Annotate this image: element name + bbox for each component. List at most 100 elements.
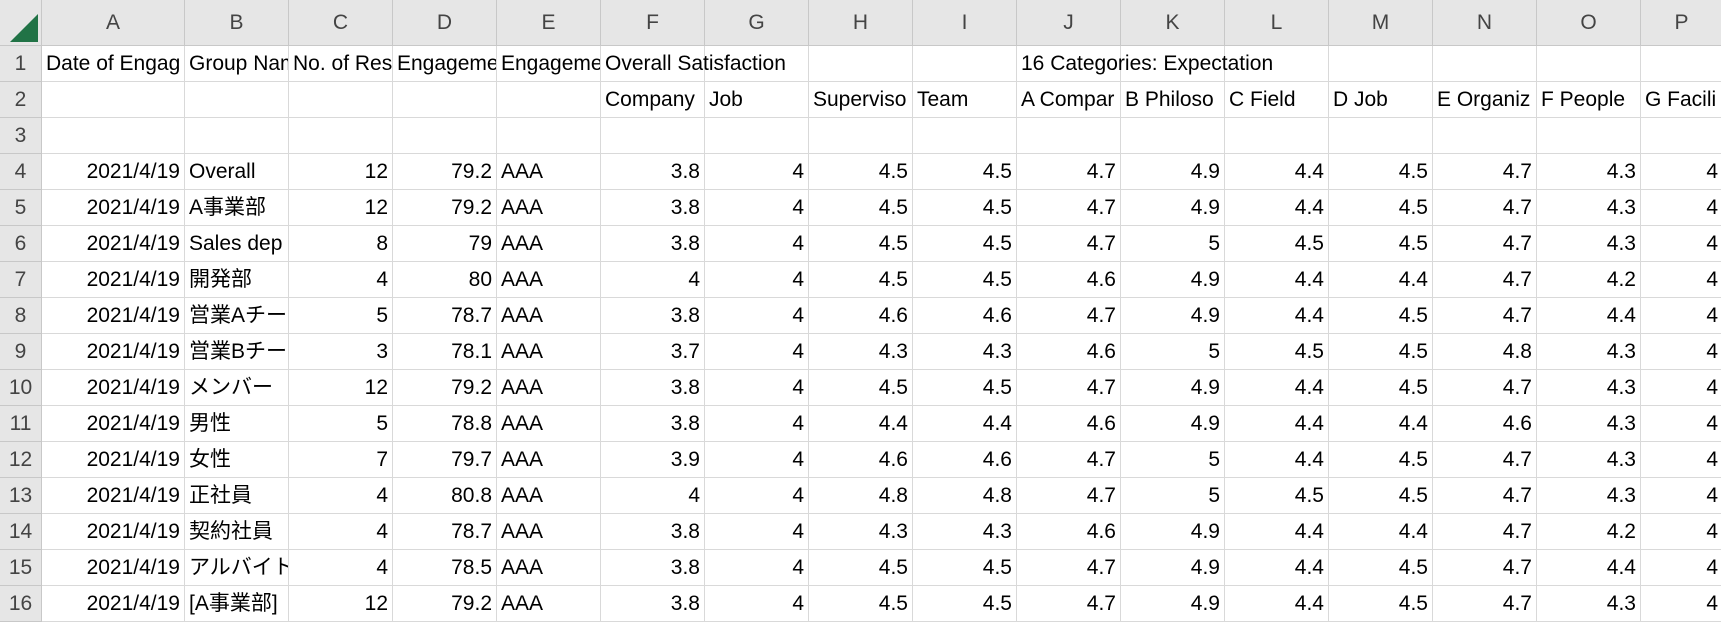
cell[interactable]: 3.8 [601,226,705,262]
cell[interactable]: 4 [289,478,393,514]
cell[interactable]: 4.4 [1225,514,1329,550]
cell[interactable]: 4.6 [913,298,1017,334]
cell[interactable]: 4.4 [1225,154,1329,190]
cell[interactable]: 正社員 [185,478,289,514]
cell[interactable]: AAA [497,586,601,622]
cell[interactable] [1225,46,1329,82]
cell[interactable]: 80.8 [393,478,497,514]
cell[interactable]: 4 [289,550,393,586]
cell[interactable]: 4 [1641,550,1721,586]
cell[interactable] [289,118,393,154]
cell[interactable]: [A事業部] [185,586,289,622]
cell[interactable]: 4.5 [913,586,1017,622]
cell[interactable] [1641,46,1721,82]
cell[interactable] [1433,46,1537,82]
cell[interactable]: 4.9 [1121,406,1225,442]
column-header[interactable]: G [705,0,809,46]
cell[interactable] [185,118,289,154]
cell[interactable]: 4.7 [1433,514,1537,550]
row-header[interactable]: 4 [0,154,42,190]
cell[interactable]: 4 [1641,334,1721,370]
row-header[interactable]: 11 [0,406,42,442]
cell[interactable]: 4.8 [809,478,913,514]
cell[interactable]: AAA [497,442,601,478]
row-header[interactable]: 10 [0,370,42,406]
cell[interactable]: 4 [705,478,809,514]
cell[interactable]: 80 [393,262,497,298]
cell[interactable]: 4.4 [1225,190,1329,226]
cell[interactable]: 2021/4/19 [42,586,185,622]
cell[interactable]: AAA [497,298,601,334]
cell[interactable]: 4.4 [1225,406,1329,442]
cell[interactable]: 78.5 [393,550,497,586]
cell[interactable]: 4.3 [913,514,1017,550]
cell[interactable] [1225,118,1329,154]
cell[interactable]: 12 [289,190,393,226]
row-header[interactable]: 7 [0,262,42,298]
cell[interactable]: 4.7 [1017,154,1121,190]
cell[interactable] [42,118,185,154]
cell[interactable]: 4 [601,262,705,298]
cell[interactable]: 4 [705,514,809,550]
cell[interactable]: Engageme [393,46,497,82]
cell[interactable]: 4.4 [1537,298,1641,334]
cell[interactable]: 4.5 [1225,334,1329,370]
cell[interactable]: 4.4 [1225,370,1329,406]
cell[interactable]: 4.4 [913,406,1017,442]
cell[interactable]: 4.5 [1329,298,1433,334]
cell[interactable] [913,46,1017,82]
cell[interactable]: 4 [601,478,705,514]
cell[interactable]: 4.5 [913,262,1017,298]
cell[interactable]: 4.5 [809,262,913,298]
cell[interactable]: 5 [289,406,393,442]
cell[interactable]: AAA [497,154,601,190]
cell[interactable] [393,82,497,118]
cell[interactable]: 2021/4/19 [42,154,185,190]
cell[interactable]: 3.8 [601,370,705,406]
cell[interactable]: 2021/4/19 [42,298,185,334]
cell[interactable] [497,82,601,118]
cell[interactable]: 4 [1641,190,1721,226]
cell[interactable]: 79.7 [393,442,497,478]
cell[interactable]: Overall [185,154,289,190]
cell[interactable]: Superviso [809,82,913,118]
cell[interactable]: 3.8 [601,550,705,586]
cell[interactable]: 4.9 [1121,298,1225,334]
cell[interactable]: 4.4 [1225,442,1329,478]
cell[interactable]: 8 [289,226,393,262]
cell[interactable]: 4.7 [1017,442,1121,478]
row-header[interactable]: 9 [0,334,42,370]
row-header[interactable]: 16 [0,586,42,622]
column-header[interactable]: O [1537,0,1641,46]
cell[interactable] [601,118,705,154]
cell[interactable]: 12 [289,370,393,406]
cell[interactable]: 4.5 [809,190,913,226]
cell[interactable]: 4.5 [1329,442,1433,478]
cell[interactable]: 4.7 [1433,370,1537,406]
cell[interactable]: 4 [1641,442,1721,478]
cell[interactable]: 4.8 [913,478,1017,514]
cell[interactable]: 4.2 [1537,262,1641,298]
cell[interactable]: 2021/4/19 [42,262,185,298]
cell[interactable]: 78.7 [393,298,497,334]
cell[interactable] [809,46,913,82]
cell[interactable]: 4 [289,514,393,550]
cell[interactable] [42,82,185,118]
cell[interactable]: 4.3 [1537,190,1641,226]
column-header[interactable]: P [1641,0,1721,46]
cell[interactable]: 4.4 [1225,262,1329,298]
cell[interactable]: 4.5 [913,550,1017,586]
cell[interactable]: Overall Satisfaction [601,46,786,82]
cell[interactable] [1121,118,1225,154]
cell[interactable]: Company [601,82,705,118]
cell[interactable]: 4.5 [1329,334,1433,370]
cell[interactable]: 12 [289,154,393,190]
column-header[interactable]: F [601,0,705,46]
cell[interactable]: 79.2 [393,190,497,226]
cell[interactable]: 3.8 [601,298,705,334]
cell[interactable]: AAA [497,370,601,406]
cell[interactable]: 4 [705,586,809,622]
cell[interactable]: 7 [289,442,393,478]
cell[interactable] [185,82,289,118]
cell[interactable] [913,118,1017,154]
